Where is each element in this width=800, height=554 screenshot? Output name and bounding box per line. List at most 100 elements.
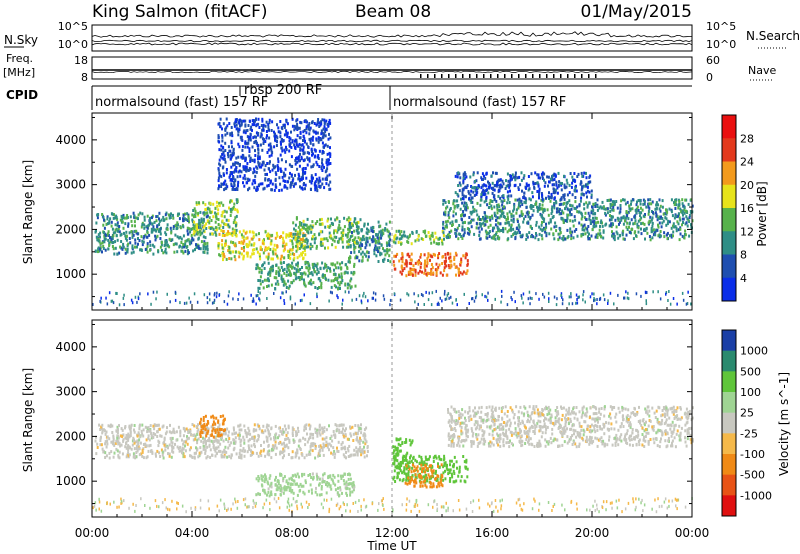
scatter-cell xyxy=(374,292,377,296)
scatter-cell xyxy=(283,148,286,152)
scatter-cell xyxy=(330,236,333,240)
scatter-cell xyxy=(274,287,277,290)
scatter-cell xyxy=(627,291,629,295)
scatter-cell xyxy=(208,292,211,296)
scatter-cell xyxy=(299,136,302,140)
scatter-cell xyxy=(184,212,186,216)
scatter-cell xyxy=(593,225,596,229)
scatter-cell xyxy=(116,431,119,435)
scatter-cell xyxy=(253,141,256,144)
scatter-cell xyxy=(199,226,202,230)
scatter-cell xyxy=(472,190,475,194)
scatter-cell xyxy=(663,235,666,239)
scatter-cell xyxy=(360,252,363,256)
scatter-cell xyxy=(569,203,572,207)
scatter-cell xyxy=(274,236,277,240)
scatter-cell xyxy=(324,225,327,229)
scatter-cell xyxy=(417,262,420,266)
scatter-cell xyxy=(588,214,591,218)
scatter-cell xyxy=(275,446,278,450)
scatter-cell xyxy=(318,176,321,180)
scatter-cell xyxy=(278,176,281,180)
scatter-cell xyxy=(594,216,597,220)
scatter-cell xyxy=(299,299,302,303)
scatter-cell xyxy=(454,251,457,255)
scatter-cell xyxy=(394,267,397,271)
scatter-cell xyxy=(326,144,329,148)
scatter-cell xyxy=(349,225,352,229)
scatter-cell xyxy=(518,214,521,218)
scatter-cell xyxy=(182,213,185,217)
scatter-cell xyxy=(149,240,152,244)
scatter-cell xyxy=(498,185,501,189)
scatter-cell xyxy=(548,297,550,301)
scatter-cell xyxy=(235,228,238,232)
scatter-cell xyxy=(263,186,266,190)
scatter-cell xyxy=(463,177,466,181)
scatter-cell xyxy=(493,194,496,198)
scatter-cell xyxy=(130,447,133,451)
scatter-cell xyxy=(566,219,569,223)
scatter-cell xyxy=(279,261,282,265)
scatter-cell xyxy=(517,223,520,227)
scatter-cell xyxy=(264,429,267,433)
scatter-cell xyxy=(652,211,654,214)
scatter-cell xyxy=(250,453,253,457)
scatter-cell xyxy=(119,444,122,448)
scatter-cell xyxy=(241,235,244,239)
scatter-cell xyxy=(485,199,488,203)
scatter-cell xyxy=(487,206,490,209)
scatter-cell xyxy=(528,231,531,235)
scatter-cell xyxy=(382,294,385,298)
scatter-cell xyxy=(402,233,405,237)
scatter-cell xyxy=(541,220,543,224)
scatter-cell xyxy=(243,249,245,253)
scatter-cell xyxy=(311,262,314,266)
scatter-cell xyxy=(586,230,589,234)
scatter-cell xyxy=(127,436,130,440)
scatter-cell xyxy=(267,246,270,250)
scatter-cell xyxy=(281,244,284,248)
scatter-cell xyxy=(273,130,275,134)
scatter-cell xyxy=(413,292,415,296)
scatter-cell xyxy=(176,226,179,230)
scatter-cell xyxy=(334,273,337,276)
scatter-cell xyxy=(328,187,331,191)
scatter-cell xyxy=(574,186,577,190)
scatter-cell xyxy=(510,228,513,232)
scatter-cell xyxy=(537,173,540,177)
scatter-cell xyxy=(282,291,284,295)
scatter-cell xyxy=(649,198,652,202)
scatter-cell xyxy=(528,187,531,191)
scatter-cell xyxy=(469,193,472,197)
scatter-cell xyxy=(255,141,258,145)
scatter-cell xyxy=(324,130,327,134)
scatter-cell xyxy=(172,243,175,247)
scatter-cell xyxy=(139,435,142,439)
scatter-cell xyxy=(484,219,487,223)
scatter-cell xyxy=(235,169,238,173)
scatter-cell xyxy=(637,226,640,230)
scatter-cell xyxy=(407,270,410,274)
scatter-cell xyxy=(145,438,148,442)
scatter-cell xyxy=(287,273,290,277)
scatter-cell xyxy=(277,168,280,172)
scatter-cell xyxy=(158,228,161,232)
scatter-cell xyxy=(682,221,684,224)
scatter-cell xyxy=(293,439,296,443)
scatter-cell xyxy=(274,436,277,440)
scatter-cell xyxy=(243,184,246,188)
scatter-cell xyxy=(568,199,571,203)
scatter-cell xyxy=(343,225,346,229)
scatter-cell xyxy=(484,176,487,180)
scatter-cell xyxy=(206,251,209,255)
scatter-cell xyxy=(184,249,187,253)
scatter-cell xyxy=(277,166,280,170)
scatter-cell xyxy=(508,210,511,214)
scatter-cell xyxy=(588,190,591,194)
scatter-cell xyxy=(665,233,668,237)
scatter-cell xyxy=(512,227,515,231)
scatter-cell xyxy=(571,219,574,223)
scatter-cell xyxy=(424,229,427,233)
scatter-cell xyxy=(538,225,541,229)
